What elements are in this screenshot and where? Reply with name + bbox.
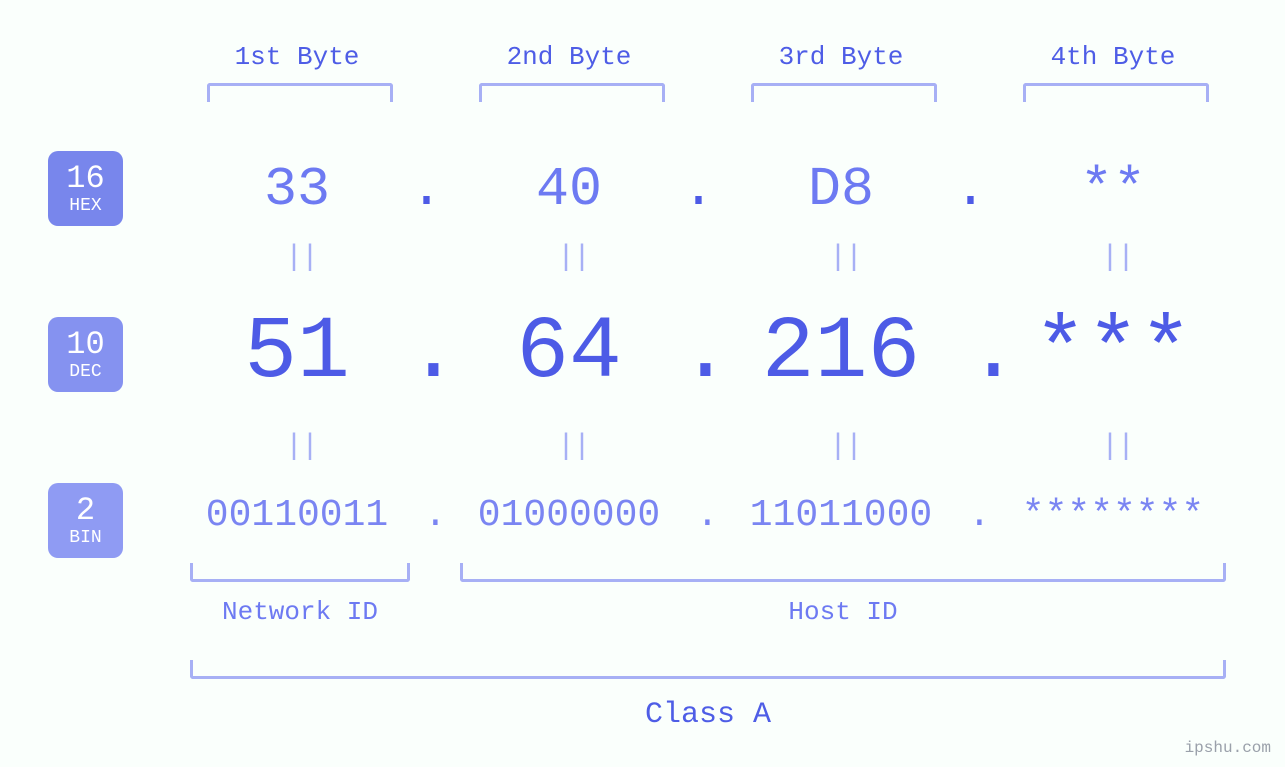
byte-label-1: 1st Byte bbox=[187, 42, 407, 72]
base-badge-num: 10 bbox=[66, 329, 104, 361]
network-id-label: Network ID bbox=[190, 597, 410, 627]
base-badge-label: DEC bbox=[69, 363, 101, 381]
equals-icon: || bbox=[829, 430, 861, 464]
host-id-label: Host ID bbox=[460, 597, 1226, 627]
hex-dot: . bbox=[682, 158, 715, 221]
bin-byte-2: 01000000 bbox=[459, 494, 679, 537]
hex-dot: . bbox=[954, 158, 987, 221]
host-id-bracket bbox=[460, 563, 1226, 582]
bin-dot: . bbox=[968, 494, 991, 537]
byte-bracket-4 bbox=[1023, 83, 1209, 102]
bin-byte-4: ******** bbox=[1003, 494, 1223, 537]
base-badge-bin: 2 BIN bbox=[48, 483, 123, 558]
byte-label-4: 4th Byte bbox=[1003, 42, 1223, 72]
dec-dot: . bbox=[679, 304, 732, 403]
hex-dot: . bbox=[410, 158, 443, 221]
bin-byte-1: 00110011 bbox=[187, 494, 407, 537]
dec-byte-2: 64 bbox=[459, 304, 679, 403]
base-badge-num: 16 bbox=[66, 163, 104, 195]
base-badge-label: BIN bbox=[69, 529, 101, 547]
byte-bracket-2 bbox=[479, 83, 665, 102]
hex-byte-3: D8 bbox=[731, 158, 951, 221]
hex-byte-1: 33 bbox=[187, 158, 407, 221]
bin-dot: . bbox=[696, 494, 719, 537]
base-badge-num: 2 bbox=[76, 495, 95, 527]
base-badge-dec: 10 DEC bbox=[48, 317, 123, 392]
base-badge-label: HEX bbox=[69, 197, 101, 215]
dec-byte-1: 51 bbox=[187, 304, 407, 403]
network-id-bracket bbox=[190, 563, 410, 582]
dec-dot: . bbox=[407, 304, 460, 403]
byte-label-2: 2nd Byte bbox=[459, 42, 679, 72]
equals-icon: || bbox=[557, 241, 589, 275]
class-bracket bbox=[190, 660, 1226, 679]
hex-byte-2: 40 bbox=[459, 158, 679, 221]
byte-label-3: 3rd Byte bbox=[731, 42, 951, 72]
byte-bracket-1 bbox=[207, 83, 393, 102]
bin-dot: . bbox=[424, 494, 447, 537]
bin-byte-3: 11011000 bbox=[731, 494, 951, 537]
class-label: Class A bbox=[190, 698, 1226, 732]
equals-icon: || bbox=[285, 430, 317, 464]
hex-byte-4: ** bbox=[1003, 158, 1223, 221]
byte-bracket-3 bbox=[751, 83, 937, 102]
dec-byte-3: 216 bbox=[731, 304, 951, 403]
watermark: ipshu.com bbox=[1185, 739, 1271, 757]
equals-icon: || bbox=[1101, 430, 1133, 464]
base-badge-hex: 16 HEX bbox=[48, 151, 123, 226]
equals-icon: || bbox=[1101, 241, 1133, 275]
dec-byte-4: *** bbox=[1003, 304, 1223, 403]
equals-icon: || bbox=[557, 430, 589, 464]
equals-icon: || bbox=[285, 241, 317, 275]
ip-byte-diagram: 1st Byte 2nd Byte 3rd Byte 4th Byte 16 H… bbox=[0, 0, 1285, 767]
equals-icon: || bbox=[829, 241, 861, 275]
